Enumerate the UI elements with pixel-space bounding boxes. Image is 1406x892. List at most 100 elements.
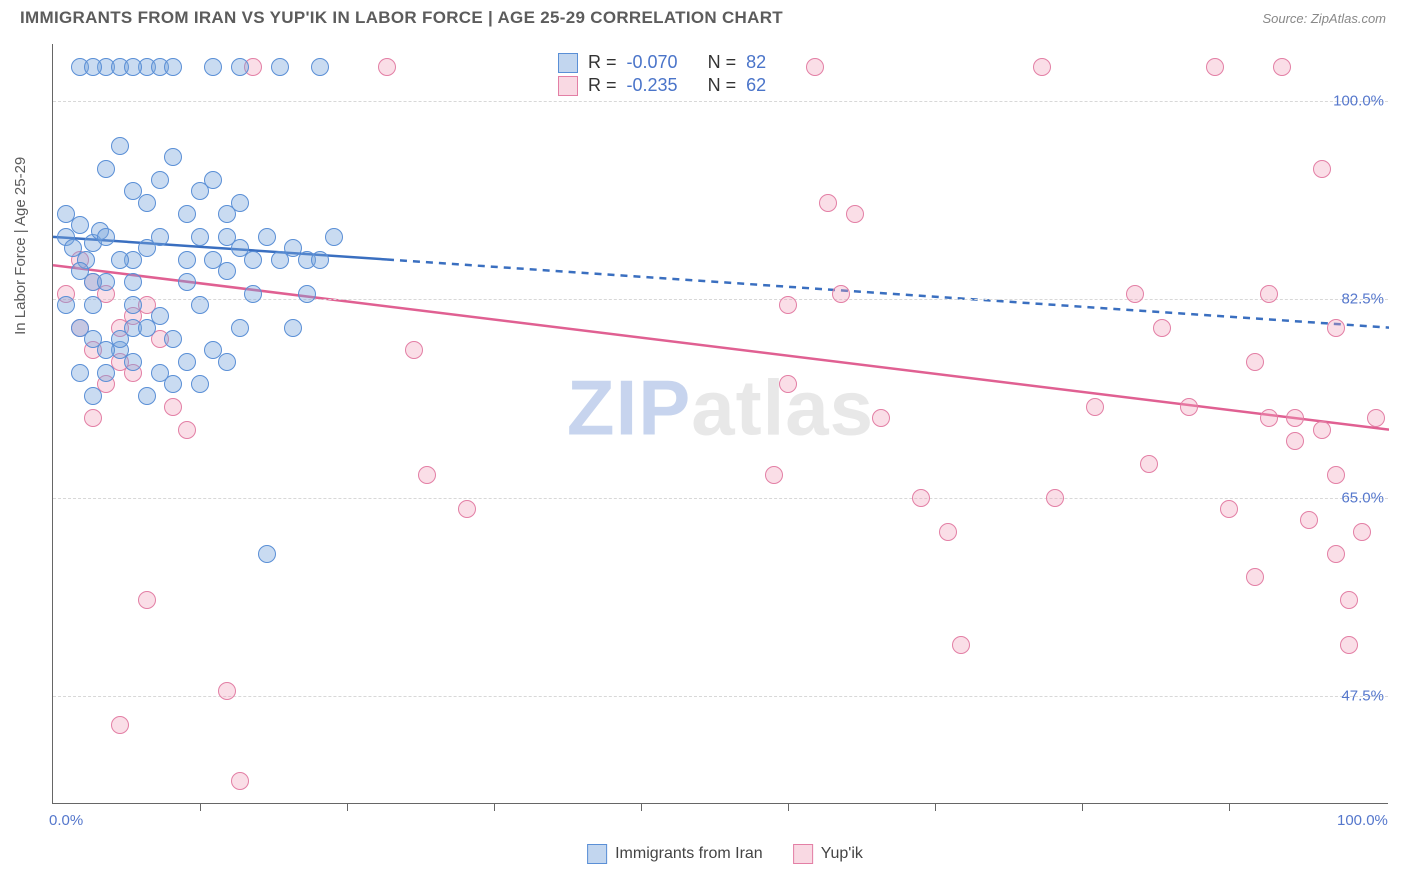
data-point-blue xyxy=(124,353,142,371)
data-point-pink xyxy=(912,489,930,507)
xtick-label: 0.0% xyxy=(49,812,83,829)
data-point-blue xyxy=(218,205,236,223)
trend-lines xyxy=(53,44,1389,804)
data-point-pink xyxy=(1153,319,1171,337)
xtick-minor xyxy=(200,803,201,811)
data-point-blue xyxy=(97,228,115,246)
data-point-pink xyxy=(765,466,783,484)
data-point-pink xyxy=(405,341,423,359)
data-point-pink xyxy=(458,500,476,518)
stats-row-pink: R = -0.235 N = 62 xyxy=(558,75,766,96)
data-point-blue xyxy=(97,273,115,291)
gridline xyxy=(53,101,1388,102)
data-point-pink xyxy=(138,591,156,609)
data-point-pink xyxy=(1206,58,1224,76)
data-point-blue xyxy=(191,228,209,246)
data-point-pink xyxy=(164,398,182,416)
data-point-blue xyxy=(258,545,276,563)
data-point-pink xyxy=(1367,409,1385,427)
data-point-pink xyxy=(1246,353,1264,371)
watermark: ZIPatlas xyxy=(567,363,874,454)
data-point-blue xyxy=(124,58,142,76)
data-point-pink xyxy=(819,194,837,212)
data-point-pink xyxy=(1327,319,1345,337)
data-point-pink xyxy=(1260,409,1278,427)
data-point-blue xyxy=(84,296,102,314)
xtick-label: 100.0% xyxy=(1337,812,1388,829)
data-point-pink xyxy=(1300,511,1318,529)
data-point-blue xyxy=(244,251,262,269)
data-point-blue xyxy=(284,319,302,337)
chart-title: IMMIGRANTS FROM IRAN VS YUP'IK IN LABOR … xyxy=(20,8,783,28)
data-point-pink xyxy=(418,466,436,484)
data-point-blue xyxy=(111,137,129,155)
data-point-blue xyxy=(191,296,209,314)
xtick-minor xyxy=(347,803,348,811)
legend-item-blue: Immigrants from Iran xyxy=(587,844,763,864)
data-point-pink xyxy=(872,409,890,427)
data-point-pink xyxy=(952,636,970,654)
data-point-blue xyxy=(311,251,329,269)
gridline xyxy=(53,498,1388,499)
data-point-blue xyxy=(271,58,289,76)
data-point-blue xyxy=(164,330,182,348)
data-point-blue xyxy=(138,239,156,257)
xtick-minor xyxy=(1229,803,1230,811)
stats-row-blue: R = -0.070 N = 82 xyxy=(558,52,766,73)
gridline xyxy=(53,696,1388,697)
data-point-pink xyxy=(1327,545,1345,563)
data-point-pink xyxy=(1340,591,1358,609)
data-point-pink xyxy=(231,772,249,790)
legend: Immigrants from Iran Yup'ik xyxy=(587,844,863,864)
data-point-blue xyxy=(178,205,196,223)
data-point-pink xyxy=(378,58,396,76)
data-point-pink xyxy=(1273,58,1291,76)
data-point-blue xyxy=(97,364,115,382)
data-point-blue xyxy=(57,205,75,223)
ytick-label: 47.5% xyxy=(1341,688,1384,705)
data-point-pink xyxy=(1327,466,1345,484)
data-point-blue xyxy=(84,387,102,405)
data-point-blue xyxy=(231,319,249,337)
data-point-blue xyxy=(97,160,115,178)
legend-item-pink: Yup'ik xyxy=(793,844,863,864)
ytick-label: 82.5% xyxy=(1341,291,1384,308)
data-point-blue xyxy=(164,58,182,76)
data-point-blue xyxy=(84,58,102,76)
data-point-blue xyxy=(258,228,276,246)
swatch-blue xyxy=(558,53,578,73)
source-label: Source: ZipAtlas.com xyxy=(1262,11,1386,26)
xtick-minor xyxy=(494,803,495,811)
data-point-blue xyxy=(151,364,169,382)
data-point-pink xyxy=(1033,58,1051,76)
data-point-blue xyxy=(124,273,142,291)
data-point-pink xyxy=(178,421,196,439)
data-point-blue xyxy=(111,251,129,269)
data-point-pink xyxy=(218,682,236,700)
xtick-minor xyxy=(1082,803,1083,811)
xtick-minor xyxy=(935,803,936,811)
data-point-blue xyxy=(231,58,249,76)
data-point-pink xyxy=(1353,523,1371,541)
data-point-blue xyxy=(311,58,329,76)
ytick-label: 65.0% xyxy=(1341,489,1384,506)
data-point-blue xyxy=(325,228,343,246)
data-point-pink xyxy=(846,205,864,223)
chart-container: In Labor Force | Age 25-29 ZIPatlas R = … xyxy=(52,44,1398,834)
data-point-blue xyxy=(204,171,222,189)
data-point-pink xyxy=(806,58,824,76)
data-point-pink xyxy=(1086,398,1104,416)
data-point-pink xyxy=(779,296,797,314)
data-point-pink xyxy=(1220,500,1238,518)
data-point-pink xyxy=(1260,285,1278,303)
data-point-blue xyxy=(57,296,75,314)
data-point-pink xyxy=(1340,636,1358,654)
data-point-pink xyxy=(1180,398,1198,416)
data-point-pink xyxy=(111,716,129,734)
data-point-blue xyxy=(71,319,89,337)
data-point-pink xyxy=(1246,568,1264,586)
data-point-pink xyxy=(1286,409,1304,427)
data-point-blue xyxy=(178,251,196,269)
data-point-pink xyxy=(939,523,957,541)
data-point-blue xyxy=(138,194,156,212)
